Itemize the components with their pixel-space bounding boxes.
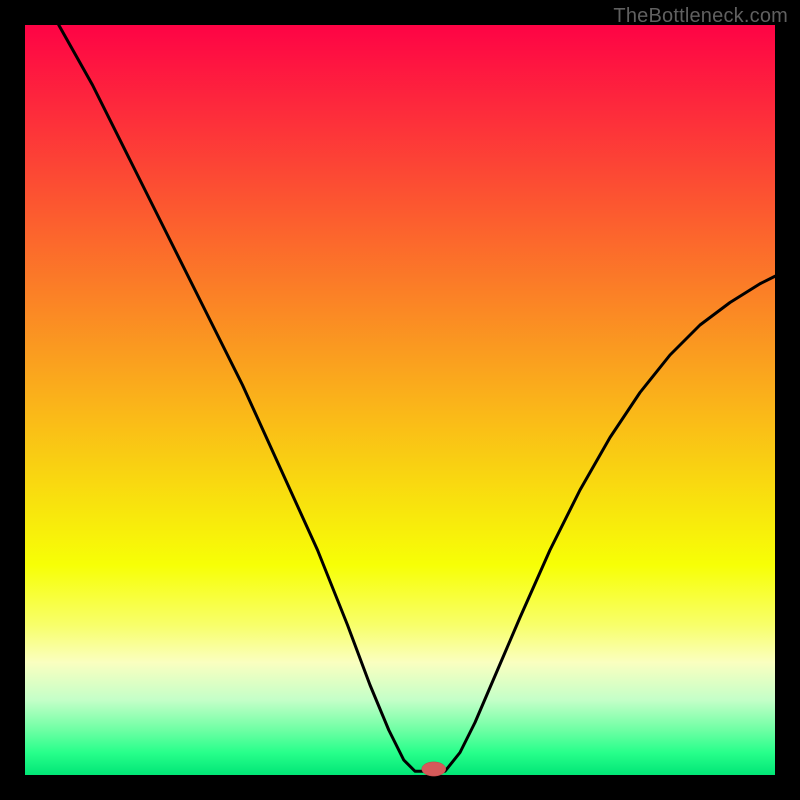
attribution-label: TheBottleneck.com	[613, 5, 788, 28]
optimum-marker	[422, 762, 446, 776]
chart-plot-area	[25, 25, 775, 775]
bottleneck-chart	[0, 0, 800, 800]
